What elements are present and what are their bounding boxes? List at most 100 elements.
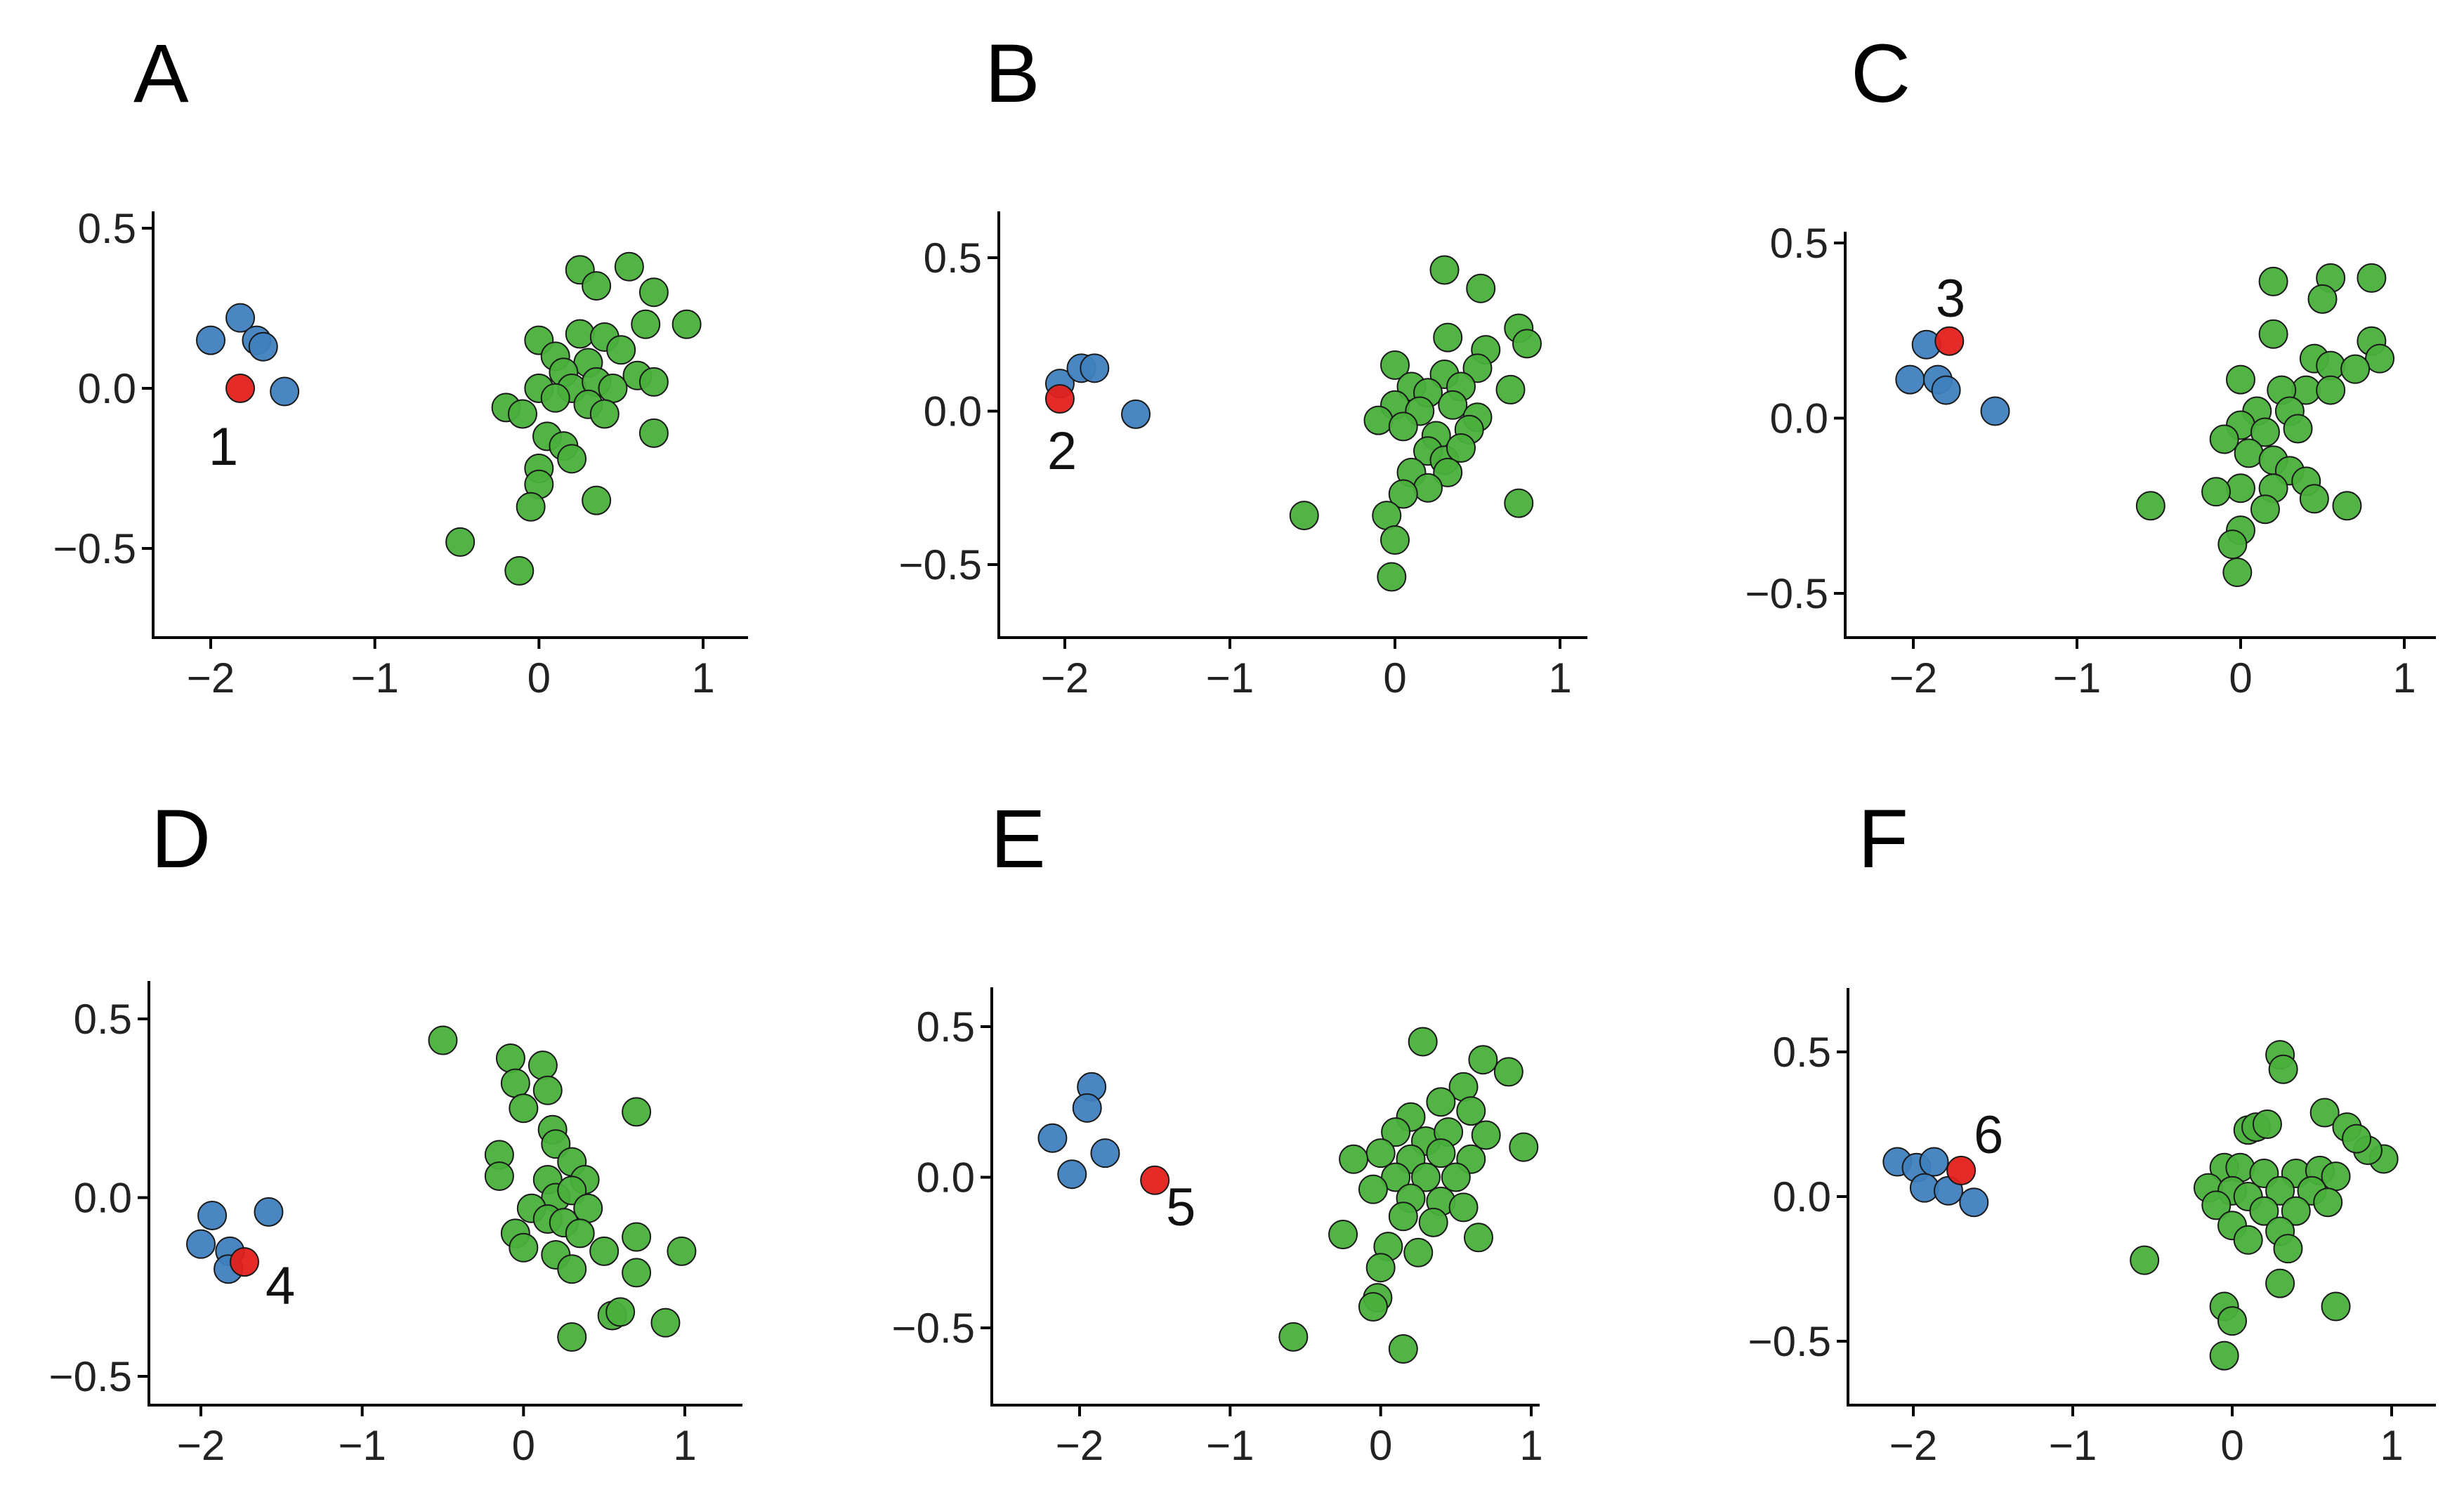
green-point-c: [2332, 491, 2362, 521]
x-tick-label-f: −2: [1889, 1422, 1937, 1469]
green-point-e: [1339, 1144, 1369, 1174]
green-point-a: [557, 444, 587, 474]
y-tick-label-a: −0.5: [53, 525, 136, 572]
red-point-e: [1140, 1165, 1170, 1195]
green-point-c: [2316, 375, 2346, 405]
green-point-e: [1381, 1117, 1411, 1147]
axes-d: [148, 981, 742, 1407]
green-point-e: [1388, 1201, 1418, 1232]
green-point-e: [1468, 1045, 1498, 1075]
y-tick-label-d: 0.5: [74, 996, 132, 1043]
green-point-d: [527, 1051, 558, 1081]
green-point-a: [638, 418, 669, 448]
green-point-c: [2250, 494, 2280, 525]
green-point-e: [1493, 1057, 1523, 1087]
green-point-a: [507, 399, 537, 429]
green-point-c: [2307, 284, 2338, 314]
green-point-f: [2321, 1291, 2351, 1322]
green-point-b: [1495, 374, 1526, 404]
green-point-d: [532, 1075, 563, 1105]
annotation-label-f: 6: [1974, 1105, 2003, 1165]
y-tick-label-a: 0.0: [78, 365, 136, 412]
green-point-e: [1448, 1192, 1479, 1223]
green-point-e: [1358, 1291, 1388, 1322]
green-point-f: [2217, 1306, 2247, 1336]
x-tick-label-e: 1: [1519, 1422, 1542, 1469]
blue-point-e: [1072, 1093, 1102, 1123]
x-tick-label-d: −2: [177, 1422, 225, 1469]
red-point-c: [1934, 326, 1965, 356]
green-point-f: [2268, 1054, 2298, 1084]
green-point-d: [667, 1236, 697, 1266]
axes-f: [1847, 988, 2436, 1407]
green-point-e: [1403, 1237, 1434, 1267]
blue-point-a: [270, 376, 300, 407]
green-point-d: [500, 1068, 530, 1098]
y-tick-label-f: 0.5: [1773, 1029, 1831, 1076]
green-point-a: [671, 309, 702, 339]
green-point-b: [1512, 329, 1542, 359]
green-point-f: [2342, 1124, 2372, 1154]
green-point-e: [1278, 1322, 1309, 1352]
x-tick-label-b: −1: [1206, 654, 1254, 702]
annotation-label-a: 1: [209, 417, 238, 477]
green-point-b: [1433, 457, 1463, 487]
green-point-a: [631, 309, 661, 339]
blue-point-e: [1037, 1123, 1068, 1153]
x-tick-label-d: 0: [512, 1422, 535, 1469]
red-point-f: [1946, 1155, 1977, 1185]
green-point-d: [622, 1222, 652, 1252]
green-point-f: [2281, 1196, 2311, 1226]
green-point-f: [2309, 1098, 2340, 1128]
green-point-c: [2299, 484, 2329, 514]
y-tick-label-d: −0.5: [49, 1353, 132, 1400]
blue-point-a: [225, 303, 256, 333]
x-tick-label-b: 1: [1548, 654, 1571, 702]
y-tick-label-e: −0.5: [892, 1305, 975, 1352]
green-point-e: [1408, 1027, 1438, 1057]
green-point-b: [1504, 488, 1534, 518]
panel-d: D −2 −1 0 1 −0.5 0.0 0.5 4: [49, 793, 742, 1469]
green-point-e: [1441, 1162, 1471, 1192]
y-tick-label-f: 0.0: [1773, 1173, 1831, 1220]
green-point-c: [2217, 529, 2248, 560]
panel-letter-c: C: [1851, 27, 1911, 120]
green-point-c: [2222, 558, 2253, 588]
x-tick-label-c: 0: [2229, 654, 2252, 702]
green-point-f: [2209, 1341, 2239, 1371]
green-point-b: [1388, 411, 1418, 442]
panel-letter-f: F: [1858, 793, 1908, 885]
green-point-f: [2265, 1268, 2295, 1298]
green-point-f: [2313, 1187, 2343, 1218]
green-point-a: [565, 319, 595, 349]
x-tick-label-a: −2: [187, 654, 235, 702]
green-point-d: [428, 1025, 458, 1055]
panel-e: E −2 −1 0 1 −0.5 0.0 0.5 5: [892, 793, 1543, 1469]
green-point-e: [1365, 1253, 1396, 1283]
green-point-d: [484, 1161, 514, 1191]
green-point-b: [1446, 433, 1476, 463]
x-tick-label-a: 1: [691, 654, 714, 702]
blue-point-c: [1895, 364, 1925, 395]
green-point-c: [2365, 343, 2395, 374]
y-tick-label-c: −0.5: [1745, 570, 1828, 617]
annotation-label-c: 3: [1936, 269, 1965, 329]
annotation-label-e: 5: [1166, 1178, 1195, 1237]
green-point-e: [1463, 1223, 1493, 1253]
green-point-a: [606, 335, 636, 365]
green-point-c: [2258, 319, 2288, 349]
green-point-f: [2201, 1190, 2232, 1220]
green-point-e: [1456, 1096, 1486, 1126]
y-tick-label-e: 0.5: [917, 1003, 975, 1051]
x-tick-label-a: −1: [350, 654, 398, 702]
y-tick-label-b: 0.5: [924, 235, 982, 282]
x-tick-label-c: −1: [2053, 654, 2101, 702]
green-point-b: [1380, 350, 1410, 380]
green-point-c: [2234, 438, 2264, 468]
y-tick-label-b: 0.0: [924, 388, 982, 435]
green-point-b: [1363, 405, 1394, 435]
green-point-c: [2250, 417, 2280, 447]
panel-letter-a: A: [133, 27, 189, 120]
green-point-f: [2249, 1196, 2279, 1226]
